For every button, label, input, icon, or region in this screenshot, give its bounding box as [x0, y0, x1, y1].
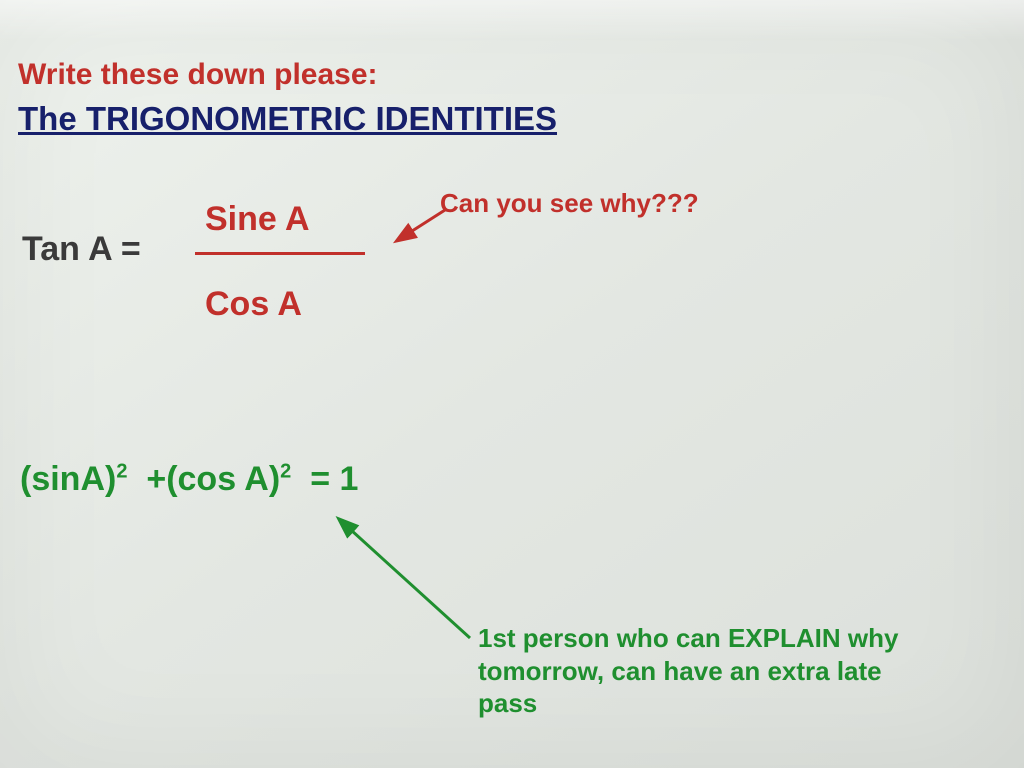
- annotation-explain-line3: pass: [478, 687, 898, 720]
- slide: Write these down please: The TRIGONOMETR…: [0, 0, 1024, 768]
- annotation-explain-line2: tomorrow, can have an extra late: [478, 655, 898, 688]
- annotation-explain-line1: 1st person who can EXPLAIN why: [478, 622, 898, 655]
- annotation-explain-text: 1st person who can EXPLAIN why tomorrow,…: [478, 622, 898, 720]
